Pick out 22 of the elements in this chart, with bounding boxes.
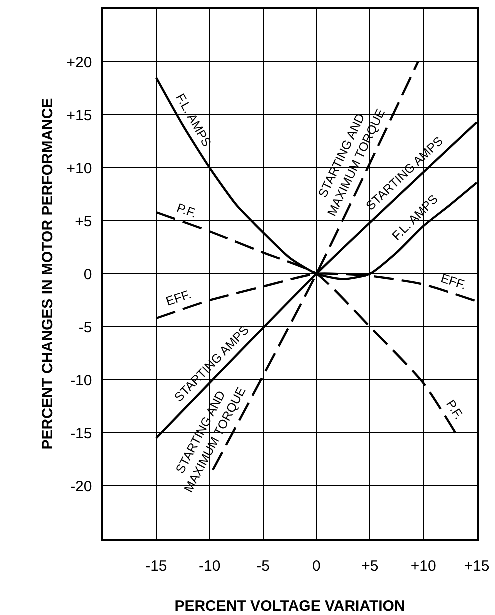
y-tick-label: -15 [70, 425, 92, 442]
y-tick-label: +10 [66, 160, 92, 178]
x-tick-label: +15 [464, 558, 490, 575]
annotation: P.F. [444, 398, 466, 422]
annotation: EFF. [439, 271, 468, 293]
y-tick-label: +5 [75, 213, 92, 230]
x-tick-label: -15 [146, 558, 168, 575]
x-tick-label: -10 [199, 558, 221, 575]
y-tick-label: -5 [78, 319, 92, 336]
y-tick-label: +20 [66, 54, 92, 72]
y-tick-label: -20 [70, 478, 92, 496]
y-tick-label: 0 [84, 266, 92, 284]
x-tick-label: +5 [362, 558, 379, 575]
x-tick-label: -5 [256, 558, 270, 575]
y-tick-label: +15 [66, 107, 92, 124]
x-tick-label: 0 [312, 558, 321, 575]
x-axis-title: PERCENT VOLTAGE VARIATION [174, 598, 406, 615]
annotation: EFF. [164, 287, 194, 309]
y-axis-title: PERCENT CHANGES IN MOTOR PERFORMANCE [40, 98, 57, 450]
x-tick-label: +10 [410, 558, 436, 575]
y-tick-label: -10 [70, 372, 92, 390]
annotation: P.F. [175, 200, 199, 221]
